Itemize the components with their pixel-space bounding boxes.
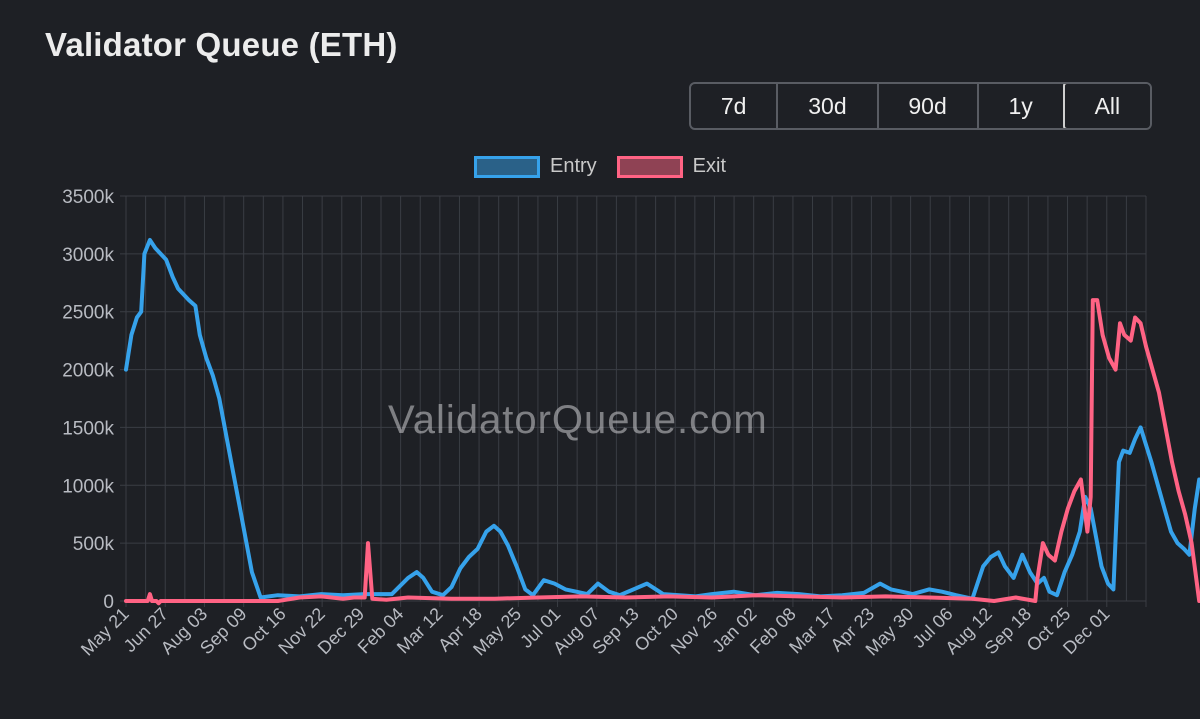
range-30d-button[interactable]: 30d — [778, 84, 879, 128]
chart-title: Validator Queue (ETH) — [45, 26, 398, 63]
watermark-text: ValidatorQueue.com — [388, 398, 768, 442]
chart-legend: Entry Exit — [0, 155, 1200, 178]
y-tick-label: 3500k — [62, 187, 114, 208]
y-tick-label: 2000k — [62, 361, 114, 382]
range-90d-button[interactable]: 90d — [879, 84, 979, 128]
y-tick-label: 3000k — [62, 245, 114, 266]
y-tick-label: 0 — [103, 592, 114, 613]
series-line-entry — [124, 238, 1200, 601]
legend-swatch-entry — [473, 155, 540, 178]
legend-item-entry[interactable]: Entry — [473, 155, 597, 178]
legend-item-exit[interactable]: Exit — [616, 155, 727, 178]
legend-label-entry: Entry — [549, 155, 597, 177]
legend-label-exit: Exit — [692, 155, 727, 177]
time-range-selector: 7d 30d 90d 1y All — [689, 82, 1152, 130]
legend-swatch-exit — [616, 155, 683, 178]
y-tick-label: 1500k — [62, 418, 114, 439]
series-line-exit — [124, 298, 1200, 606]
y-tick-label: 1000k — [62, 476, 114, 497]
range-all-button[interactable]: All — [1062, 84, 1150, 128]
range-7d-button[interactable]: 7d — [691, 84, 779, 128]
y-tick-label: 2500k — [62, 303, 114, 324]
y-tick-label: 500k — [73, 534, 115, 555]
